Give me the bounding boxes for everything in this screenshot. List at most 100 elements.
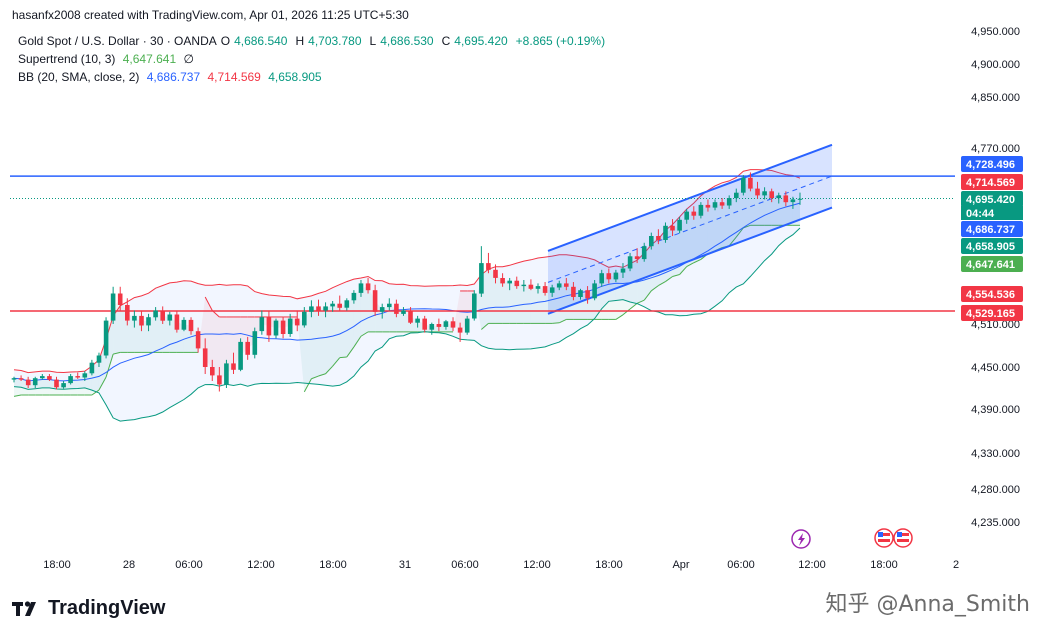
symbol-legend[interactable]: Gold Spot / U.S. Dollar · 30 · OANDA O 4,6… [18,34,609,48]
price-tick-label: 4,950.000 [971,26,1020,38]
supertrend-fill [488,266,496,324]
supertrend-legend[interactable]: Supertrend (10, 3) 4,647.641 ∅ [18,52,198,66]
supertrend-line [643,290,652,301]
supertrend-line [693,258,702,264]
time-tick-label: 31 [399,559,411,571]
supertrend-line [13,394,22,397]
candle-body [755,188,760,196]
time-tick-label: 12:00 [247,559,275,571]
candle-body [790,199,796,203]
price-label-badge [961,305,1023,321]
supertrend-fill [530,286,538,324]
chart-header: hasanfx2008 created with TradingView.com… [12,8,409,22]
candle-body [783,195,789,203]
price-label-text: 4,695.420 [966,194,1015,206]
candle-body [32,378,38,386]
supertrend-line [735,227,744,238]
candle-body [160,310,165,321]
time-tick-label: 12:00 [798,559,826,571]
supertrend-fill [792,199,800,226]
candle-body [797,198,803,200]
candle-body [217,375,222,385]
bb-lower-line [13,227,801,422]
supertrend-line [204,296,213,311]
ohlc-high: H 4,703.780 [295,34,362,48]
time-tick-label: 06:00 [727,559,755,571]
candle-body [698,204,704,216]
tradingview-logo-icon [12,600,36,616]
price-label-text: 4,658.905 [966,241,1015,253]
supertrend-fill [396,308,404,332]
supertrend-line [728,236,737,247]
supertrend-fill [757,192,765,226]
supertrend-fill [382,305,390,332]
bb-legend[interactable]: BB (20, SMA, close, 2) 4,686.737 4,714.5… [18,70,326,84]
event-flag-icon [874,528,894,548]
flag-stripe [897,533,909,536]
candle-body [153,310,158,318]
candle-body [11,378,17,380]
bb-lower-value: 4,658.905 [268,70,322,84]
supertrend-label: Supertrend (10, 3) [18,52,116,66]
candle-body [514,280,520,287]
supertrend-line [339,356,347,359]
supertrend-fill [332,305,340,367]
supertrend-fill [608,275,616,320]
price-chart[interactable]: 4,950.000 4,900.000 4,850.000 4,770.000 4,51… [0,0,1040,580]
supertrend-fill [141,320,149,353]
candle-body [117,293,123,305]
price-label-badge [961,174,1023,190]
candle-body [507,280,512,284]
candle-body [726,198,732,206]
candle-body [379,307,385,312]
supertrend-fill [722,201,730,248]
price-label-badge [961,191,1023,207]
tradingview-logo[interactable]: TradingView [12,597,165,620]
ohlc-open: O 4,686.540 [220,34,288,48]
candle-body [408,310,413,323]
supertrend-fill [127,312,135,353]
supertrend-extra: ∅ [183,52,194,66]
candle-body [663,225,668,240]
time-tick-label: 18:00 [43,559,71,571]
supertrend-fill [573,291,581,320]
countdown-badge [961,206,1023,220]
candle-body [634,256,640,259]
supertrend-fill [509,282,517,324]
candle-body [47,376,52,380]
candle-body [387,303,392,308]
candle-body [677,219,682,231]
candle-body [691,211,697,216]
supertrend-fill [134,318,142,353]
flag-stripe [878,533,890,536]
candle-body [259,317,265,332]
candle-body [613,272,619,280]
price-change: +8.865 (+0.19%) [515,34,606,48]
candle-body [110,293,116,321]
candle-body [323,306,328,311]
candle-body [61,383,66,388]
candle-body [96,355,102,363]
supertrend-line [311,375,319,380]
supertrend-fill [771,194,779,226]
candle-body [287,318,293,334]
candle-body [266,317,272,336]
supertrend-line [318,373,326,377]
time-tick-label: 18:00 [595,559,623,571]
supertrend-fill [736,185,744,238]
supertrend-line [552,322,560,324]
supertrend-fill [516,283,524,324]
channel-fill [548,144,832,314]
supertrend-line [105,354,114,378]
candle-body [479,263,484,294]
candle-body [641,246,647,260]
candle-body [734,192,739,199]
price-label-badge [961,256,1023,272]
candle-body [54,379,59,388]
candle-body [358,283,364,293]
candle-body [712,202,718,208]
supertrend-fill [552,285,560,324]
supertrend-fill [212,310,220,380]
candle-body [415,318,420,323]
